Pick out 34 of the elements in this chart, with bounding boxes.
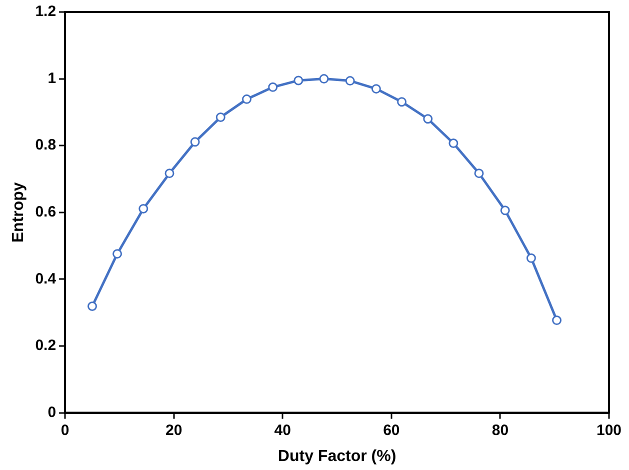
- y-tick-label: 0.4: [35, 270, 57, 288]
- x-tick-label: 20: [166, 422, 182, 439]
- x-tick-label: 60: [383, 422, 400, 439]
- point: [345, 76, 355, 86]
- x-tick-label: 40: [274, 422, 291, 439]
- point: [423, 114, 433, 124]
- point: [500, 206, 510, 216]
- x-tick-label: 100: [596, 422, 622, 439]
- point: [190, 137, 200, 147]
- point: [88, 302, 97, 312]
- point: [474, 168, 484, 178]
- point: [448, 138, 458, 148]
- y-tick-label: 0: [48, 404, 56, 421]
- x-tick-label: 0: [60, 422, 70, 439]
- point: [242, 94, 252, 104]
- y-tick-label: 0.8: [35, 136, 56, 154]
- x-axis-title: Duty Factor (%): [278, 448, 396, 465]
- y-axis-title: Entropy: [10, 182, 28, 243]
- y-tick-label: 0.2: [35, 337, 56, 354]
- point: [319, 74, 329, 84]
- point: [268, 82, 278, 92]
- point: [552, 316, 562, 326]
- point: [526, 253, 536, 263]
- point: [216, 112, 226, 122]
- point: [112, 249, 122, 259]
- y-tick-label: 1.2: [35, 3, 56, 20]
- point: [371, 84, 381, 94]
- point: [294, 76, 304, 86]
- x-tick-label: 80: [492, 422, 509, 439]
- point: [164, 168, 174, 178]
- y-tick-label: 1: [48, 70, 56, 87]
- point: [138, 204, 148, 214]
- point: [397, 97, 407, 107]
- y-tick-label: 0.6: [35, 204, 56, 221]
